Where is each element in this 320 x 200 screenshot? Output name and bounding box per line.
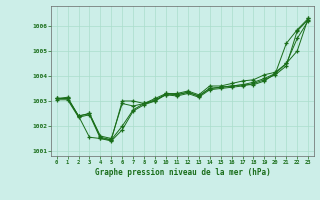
X-axis label: Graphe pression niveau de la mer (hPa): Graphe pression niveau de la mer (hPa) [94, 168, 270, 177]
